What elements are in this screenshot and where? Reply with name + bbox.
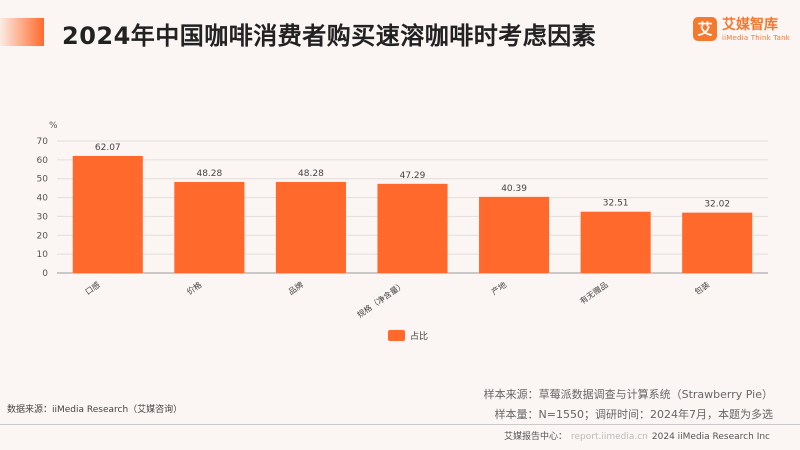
bar xyxy=(479,196,550,273)
sample-source-note: 样本来源：草莓派数据调查与计算系统（Strawberry Pie） xyxy=(483,388,773,401)
category-label: 规格（净含量） xyxy=(355,279,407,319)
data-label: 62.07 xyxy=(95,143,121,153)
footer-url: report.iimedia.cn xyxy=(570,432,648,442)
category-label: 价格 xyxy=(185,279,204,296)
bar xyxy=(72,155,143,273)
footer-credits: 艾媒报告中心： report.iimedia.cn 2024 iiMedia Res… xyxy=(504,429,770,442)
category-label: 品牌 xyxy=(286,279,305,296)
logo-subtitle: iiMedia Think Tank xyxy=(722,34,791,42)
y-tick-label: 50 xyxy=(37,175,49,185)
y-tick-label: 70 xyxy=(37,137,49,147)
y-tick-label: 30 xyxy=(37,212,49,222)
y-tick-label: 0 xyxy=(42,269,48,279)
footer-copyright: 2024 iiMedia Research Inc xyxy=(651,432,770,442)
sample-size-note: 样本量：N=1550；调研时间：2024年7月，本题为多选 xyxy=(494,408,773,421)
y-tick-label: 20 xyxy=(37,231,49,241)
bar xyxy=(174,181,245,273)
y-tick-label: 40 xyxy=(37,194,49,204)
category-label: 口感 xyxy=(83,279,102,296)
data-label: 48.28 xyxy=(298,169,324,179)
data-label: 40.39 xyxy=(501,184,527,194)
logo-name: 艾媒智库 xyxy=(722,17,778,33)
footer-center-label: 艾媒报告中心： xyxy=(503,432,567,442)
bar xyxy=(580,211,651,273)
data-source: 数据来源：iiMedia Research（艾媒咨询） xyxy=(7,405,183,415)
page-title: 2024年中国咖啡消费者购买速溶咖啡时考虑因素 xyxy=(62,22,597,50)
footer-divider xyxy=(0,424,800,425)
title-accent-bar xyxy=(0,18,44,46)
logo-mark: 艾 xyxy=(693,17,717,41)
category-label: 有无赠品 xyxy=(578,279,610,306)
bar xyxy=(377,183,448,273)
iimedia-logo: 艾 艾媒智库 iiMedia Think Tank xyxy=(693,17,793,49)
category-label: 包装 xyxy=(692,279,711,296)
data-label: 48.28 xyxy=(196,169,222,179)
legend-swatch xyxy=(388,330,405,341)
bar xyxy=(682,212,753,273)
y-tick-label: 10 xyxy=(37,250,49,260)
data-label: 32.51 xyxy=(603,199,629,209)
y-axis-unit: % xyxy=(49,121,58,131)
legend-label: 占比 xyxy=(410,332,429,342)
data-label: 32.02 xyxy=(704,200,730,210)
category-label: 产地 xyxy=(489,279,508,296)
y-tick-label: 60 xyxy=(37,156,49,166)
bar xyxy=(275,181,346,273)
data-label: 47.29 xyxy=(400,171,426,181)
